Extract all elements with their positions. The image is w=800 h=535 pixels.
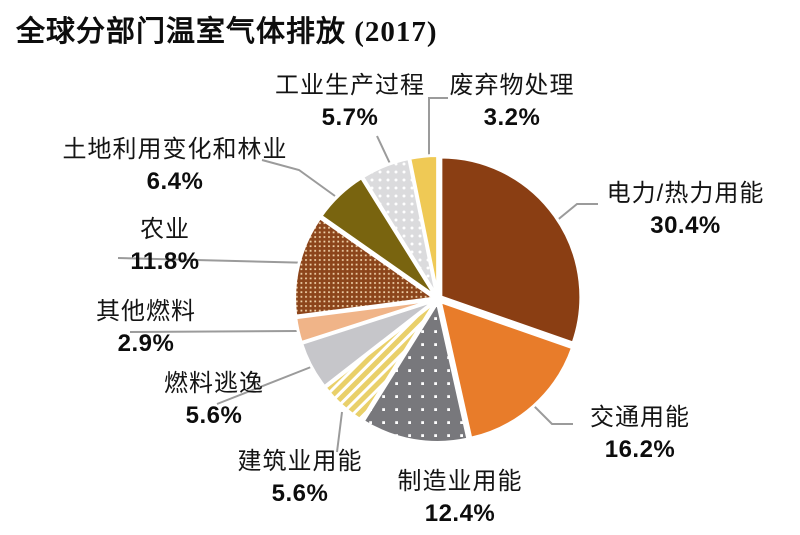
slice-percent: 11.8% — [130, 248, 200, 275]
chart-title: 全球分部门温室气体排放 (2017) — [16, 16, 438, 48]
slice-label-agriculture: 农业 11.8% — [65, 214, 265, 278]
slice-label-industrial-process: 工业生产过程 5.7% — [250, 70, 450, 134]
slice-percent: 12.4% — [424, 500, 496, 527]
slice-label-transport: 交通用能 16.2% — [540, 402, 740, 466]
slice-label-waste-treatment: 废弃物处理 3.2% — [412, 70, 612, 134]
pie-slice-1 — [439, 155, 583, 345]
pie-slices — [293, 154, 583, 444]
pie-slice-2 — [438, 300, 575, 440]
slice-name: 其他燃料 — [96, 298, 196, 325]
leader-fugitive-fuel — [216, 366, 312, 405]
slice-name: 废弃物处理 — [449, 72, 575, 99]
leader-electricity-heat — [554, 203, 598, 223]
pie-slice-10 — [408, 154, 440, 298]
slice-name: 电力/热力用能 — [606, 180, 765, 207]
slice-percent: 5.7% — [321, 104, 379, 131]
leader-construction — [336, 411, 343, 453]
pie-slice-7 — [293, 216, 437, 318]
slice-name: 建筑业用能 — [237, 448, 363, 475]
pie-slice-6 — [294, 298, 437, 345]
slice-label-other-fuels: 其他燃料 2.9% — [46, 296, 246, 360]
slice-percent: 16.2% — [604, 436, 676, 463]
leader-agriculture — [117, 257, 315, 264]
leader-land-use-forestry — [261, 159, 336, 197]
slice-label-fugitive-fuel: 燃料逃逸 5.6% — [114, 368, 314, 432]
slice-name: 燃料逃逸 — [164, 370, 264, 397]
slice-label-construction: 建筑业用能 5.6% — [200, 446, 400, 510]
slice-percent: 30.4% — [650, 212, 721, 239]
leader-transport — [532, 404, 573, 425]
slice-name: 农业 — [140, 216, 190, 243]
slice-percent: 5.6% — [185, 402, 243, 429]
slice-name: 交通用能 — [590, 404, 690, 431]
leader-lines — [117, 97, 598, 453]
slice-name: 土地利用变化和林业 — [62, 136, 288, 163]
slice-label-manufacturing: 制造业用能 12.4% — [360, 466, 560, 530]
pie-slice-3 — [361, 300, 470, 444]
slice-percent: 3.2% — [483, 104, 541, 131]
slice-label-land-use-forestry: 土地利用变化和林业 6.4% — [20, 134, 330, 198]
slice-percent: 2.9% — [117, 330, 175, 357]
slice-percent: 6.4% — [146, 168, 204, 195]
slice-name: 工业生产过程 — [275, 72, 425, 99]
slice-percent: 5.6% — [271, 480, 329, 507]
leader-other-fuels — [129, 330, 298, 333]
slice-name: 制造业用能 — [397, 468, 523, 495]
slice-label-electricity-heat: 电力/热力用能 30.4% — [578, 178, 793, 242]
leader-waste-treatment — [428, 97, 448, 160]
